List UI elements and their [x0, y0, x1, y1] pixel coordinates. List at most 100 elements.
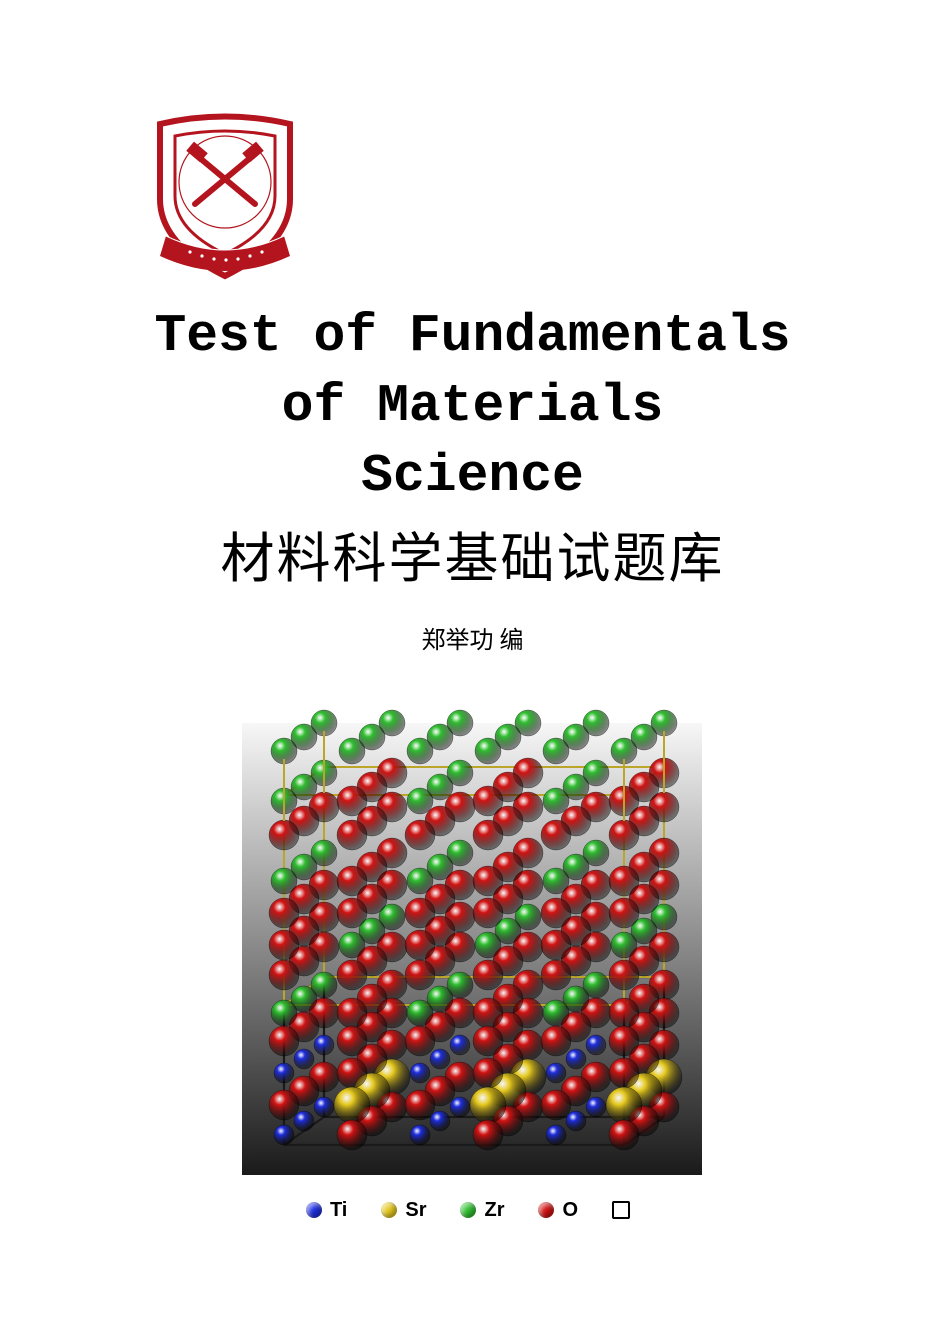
atom-o: [269, 820, 299, 850]
atom-o: [609, 998, 639, 1028]
atom-zr: [475, 738, 501, 764]
atom-o: [337, 998, 367, 1028]
atom-o: [337, 1120, 367, 1150]
atom-o: [609, 1120, 639, 1150]
legend-swatch: [306, 1202, 322, 1218]
atom-o: [609, 866, 639, 896]
atom-o: [269, 930, 299, 960]
title-english-line3: Science: [0, 444, 945, 509]
diagram-legend: Ti Sr Zr O: [222, 1190, 722, 1230]
atom-sr: [606, 1087, 642, 1123]
legend-item-ti: Ti: [306, 1199, 347, 1222]
atom-zr: [543, 738, 569, 764]
atom-o: [337, 866, 367, 896]
atom-o: [405, 898, 435, 928]
title-chinese: 材料科学基础试题库: [0, 514, 945, 593]
atom-ti: [314, 1097, 334, 1117]
atom-ti: [450, 1097, 470, 1117]
atom-ti: [430, 1049, 450, 1069]
atom-o: [609, 1026, 639, 1056]
atom-o: [541, 930, 571, 960]
atom-ti: [566, 1049, 586, 1069]
atom-zr: [475, 932, 501, 958]
atom-o: [269, 1090, 299, 1120]
legend-swatch: [460, 1202, 476, 1218]
legend-item-o: O: [538, 1199, 578, 1222]
atom-ti: [274, 1125, 294, 1145]
atom-o: [337, 960, 367, 990]
atom-o: [405, 1026, 435, 1056]
atom-o: [473, 960, 503, 990]
atom-ti: [314, 1035, 334, 1055]
atom-ti: [450, 1035, 470, 1055]
legend-swatch: [612, 1201, 630, 1219]
atom-o: [337, 1058, 367, 1088]
atom-ti: [294, 1111, 314, 1131]
atom-o: [473, 898, 503, 928]
atom-o: [473, 786, 503, 816]
legend-label: Ti: [330, 1199, 347, 1222]
legend-item-zr: Zr: [460, 1199, 504, 1222]
atom-o: [269, 960, 299, 990]
atom-o: [609, 960, 639, 990]
atom-zr: [271, 1000, 297, 1026]
atom-o: [337, 1026, 367, 1056]
atom-o: [269, 1026, 299, 1056]
author-line: 郑举功 编: [0, 620, 945, 655]
atom-zr: [407, 868, 433, 894]
atom-o: [541, 1026, 571, 1056]
atom-o: [609, 898, 639, 928]
atom-o: [473, 1058, 503, 1088]
atom-o: [405, 960, 435, 990]
crystal-structure-diagram: [222, 690, 722, 1220]
legend-swatch: [538, 1202, 554, 1218]
atom-zr: [611, 932, 637, 958]
atom-o: [405, 1090, 435, 1120]
atom-o: [337, 898, 367, 928]
atom-o: [541, 898, 571, 928]
atom-sr: [334, 1087, 370, 1123]
atom-ti: [430, 1111, 450, 1131]
atom-ti: [566, 1111, 586, 1131]
document-page: Test of Fundamentals of Materials Scienc…: [0, 0, 945, 1337]
atom-zr: [339, 932, 365, 958]
atom-ti: [274, 1063, 294, 1083]
atom-zr: [543, 868, 569, 894]
atom-ti: [586, 1035, 606, 1055]
atom-zr: [407, 1000, 433, 1026]
atom-ti: [410, 1063, 430, 1083]
atom-zr: [271, 868, 297, 894]
atom-zr: [407, 788, 433, 814]
atom-zr: [543, 788, 569, 814]
atom-o: [337, 820, 367, 850]
atom-ti: [294, 1049, 314, 1069]
atom-o: [541, 960, 571, 990]
atom-o: [405, 820, 435, 850]
atom-o: [473, 998, 503, 1028]
atom-o: [473, 820, 503, 850]
university-logo: [140, 104, 310, 284]
atom-sr: [470, 1087, 506, 1123]
atom-ti: [586, 1097, 606, 1117]
atom-o: [405, 930, 435, 960]
atom-ti: [546, 1125, 566, 1145]
legend-swatch: [381, 1202, 397, 1218]
title-english-line2: of Materials: [0, 374, 945, 439]
atom-o: [541, 820, 571, 850]
legend-label: Zr: [484, 1199, 504, 1222]
atom-ti: [410, 1125, 430, 1145]
atom-zr: [339, 738, 365, 764]
legend-label: O: [562, 1199, 578, 1222]
title-english-line1: Test of Fundamentals: [0, 304, 945, 369]
legend-item-sr: Sr: [381, 1199, 426, 1222]
atom-o: [609, 820, 639, 850]
atom-ti: [546, 1063, 566, 1083]
shield-icon: [140, 104, 310, 284]
legend-label: Sr: [405, 1199, 426, 1222]
atom-o: [541, 1090, 571, 1120]
crystal-structure-svg: [222, 690, 722, 1220]
atom-o: [269, 898, 299, 928]
legend-item-vacancy: [612, 1201, 638, 1219]
atom-o: [473, 866, 503, 896]
atom-zr: [407, 738, 433, 764]
